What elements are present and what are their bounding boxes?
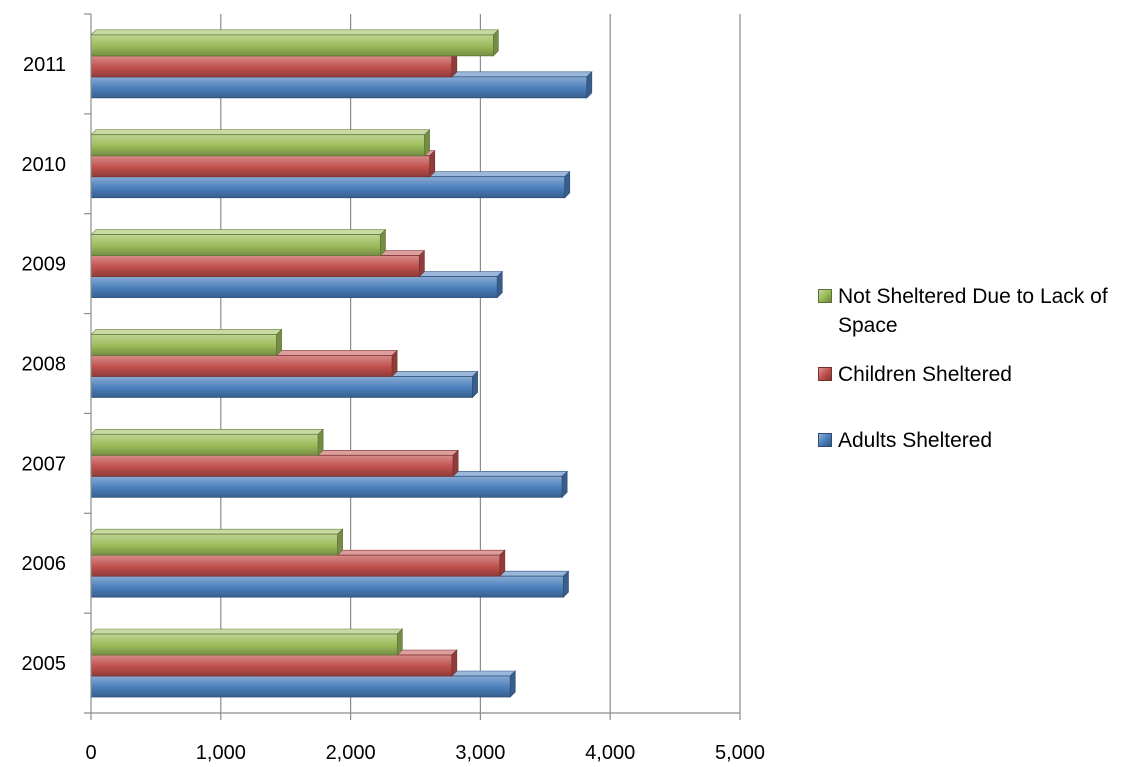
x-tick-label: 5,000 [715,742,765,764]
tick-labels: 0 1,000 2,000 3,000 4,000 5,000 2005 2006 2007 20… [22,54,766,764]
y-tick-label: 2011 [23,54,66,76]
legend-swatch [818,367,832,381]
x-tick-label: 0 [85,742,96,764]
x-tick-label: 4,000 [585,742,635,764]
legend-item: Adults Sheltered [818,426,1148,455]
y-tick-label: 2005 [22,653,67,675]
legend-item: Children Sheltered [818,360,1148,389]
y-tick-label: 2008 [22,354,67,376]
y-tick-label: 2006 [22,553,67,575]
axes [84,13,741,720]
x-tick-label: 3,000 [455,742,505,764]
legend-swatch [818,433,832,447]
bar [90,228,387,257]
x-tick-label: 2,000 [326,742,376,764]
bar [90,528,344,556]
legend-swatch [818,289,832,303]
y-tick-label: 2009 [22,254,67,276]
bars [90,29,593,698]
bar [90,328,283,357]
bar [90,29,500,57]
bar [90,628,404,656]
y-tick-label: 2010 [22,154,67,176]
legend-item: Not Sheltered Due to Lack of Space [818,282,1148,340]
x-tick-label: 1,000 [196,742,246,764]
legend-label: Adults Sheltered [838,429,993,452]
legend: Not Sheltered Due to Lack of Space Childr… [818,282,1148,455]
bar [90,128,431,157]
legend-label: Children Sheltered [838,363,1012,386]
legend-label: Not Sheltered Due to Lack of Space [838,285,1108,337]
y-tick-label: 2007 [22,453,67,475]
bar [90,428,324,457]
